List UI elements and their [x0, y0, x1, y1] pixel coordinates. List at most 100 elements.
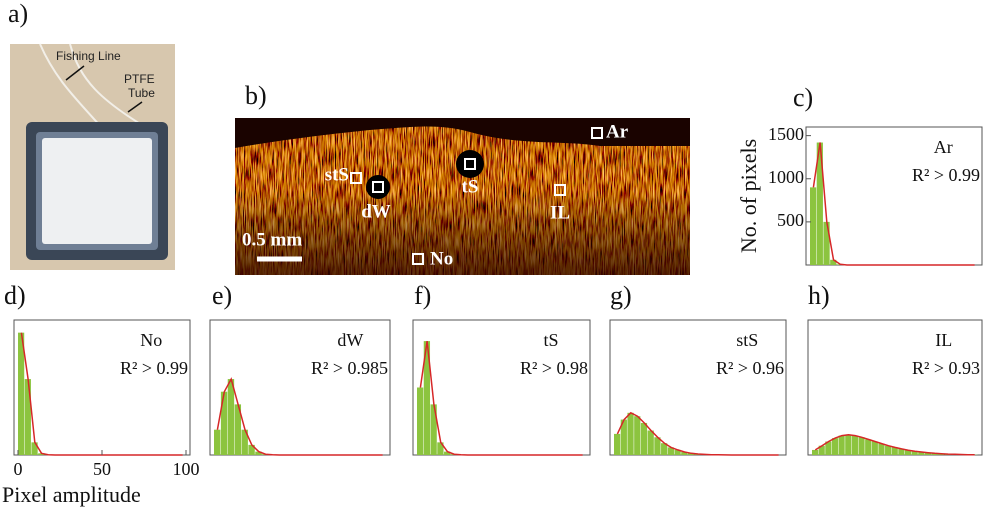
bar [816, 142, 823, 265]
panel-label: c) [793, 83, 813, 112]
bar [437, 442, 444, 455]
y-axis-label: No. of pixels [736, 139, 761, 253]
bar [430, 404, 437, 455]
region-name: No [140, 330, 162, 350]
bar [924, 452, 932, 455]
bar [241, 429, 248, 455]
x-axis-label: Pixel amplitude [2, 482, 141, 507]
panel-label: g) [610, 281, 632, 310]
photo: Fishing Line PTFE Tube [10, 43, 175, 270]
fishing-line [69, 43, 151, 131]
fit-curve [20, 332, 183, 456]
fit-curve [216, 377, 383, 456]
bar [891, 447, 898, 455]
bar [871, 441, 878, 455]
fit-quality: R² > 0.985 [311, 358, 388, 378]
bar [823, 221, 830, 265]
region-box [350, 172, 362, 184]
arrow [65, 65, 85, 81]
bar [24, 379, 31, 455]
region-name: stS [736, 330, 758, 350]
y-tick-label: 1000 [768, 167, 804, 187]
bar [858, 437, 865, 455]
fit-quality: R² > 0.93 [912, 358, 980, 378]
bar [640, 422, 648, 455]
panel-label: e) [212, 281, 232, 310]
panel-label: h) [808, 281, 830, 310]
plot-frame [807, 319, 983, 456]
bar [885, 445, 892, 455]
bar [812, 449, 819, 455]
panel-label: d) [4, 281, 26, 310]
region-markers: Ar tS stS dW IL No [325, 121, 629, 269]
region-label: dW [361, 201, 391, 222]
region-label: No [430, 248, 453, 269]
fit-curve [419, 340, 583, 456]
region-box [554, 184, 566, 196]
x-tick-label: 100 [173, 459, 200, 479]
bar [911, 451, 918, 455]
bar [255, 451, 262, 455]
bar [18, 332, 25, 455]
bar [417, 387, 424, 455]
bar [865, 439, 872, 455]
panel-label: a) [8, 0, 28, 28]
bar [248, 444, 255, 455]
plot-frame [13, 319, 191, 456]
annotation: Fishing Line [56, 49, 121, 63]
bar [634, 416, 641, 455]
bar [227, 379, 235, 455]
bar [661, 443, 668, 455]
bar [681, 452, 688, 455]
bar [627, 412, 634, 455]
region-label: Ar [606, 121, 629, 142]
bar [818, 445, 825, 455]
fit-quality: R² > 0.96 [716, 358, 784, 378]
bar [838, 435, 845, 455]
region-name: dW [337, 330, 363, 350]
fit-quality: R² > 0.98 [520, 358, 588, 378]
fit-quality: R² > 0.99 [120, 358, 188, 378]
inclusion [366, 175, 390, 199]
bar [898, 448, 905, 455]
bar [31, 442, 38, 455]
fit-quality: R² > 0.99 [912, 165, 980, 185]
bar [674, 449, 681, 455]
y-tick-label: 1500 [768, 124, 804, 144]
bar [904, 450, 912, 455]
arrow [127, 101, 143, 113]
bar [214, 429, 221, 455]
region-box [372, 181, 384, 193]
x-tick-label: 50 [93, 459, 111, 479]
phantom [42, 138, 152, 244]
region-label: IL [550, 202, 570, 223]
fit-curve [812, 142, 975, 266]
inclusion [456, 150, 484, 178]
oct-shade [235, 190, 690, 275]
bar [423, 341, 431, 455]
region-name: IL [935, 330, 952, 350]
bar [38, 453, 45, 455]
bar [810, 187, 817, 265]
x-tick-label: 0 [14, 459, 23, 479]
region-label: stS [325, 164, 349, 185]
y-tick-label: 500 [777, 210, 804, 230]
bar [444, 451, 451, 455]
region-box [412, 253, 424, 265]
region-box [591, 127, 603, 139]
bar [878, 443, 885, 455]
plot-frame [805, 126, 983, 266]
bar [614, 433, 621, 455]
bar [825, 441, 832, 455]
fit-curve [814, 434, 975, 456]
region-box [464, 158, 476, 170]
fit-curve [616, 411, 779, 456]
bar [851, 435, 858, 455]
bar [845, 434, 852, 455]
bar [234, 404, 242, 455]
bar [918, 452, 925, 455]
bar [830, 259, 837, 265]
bar [620, 419, 627, 455]
